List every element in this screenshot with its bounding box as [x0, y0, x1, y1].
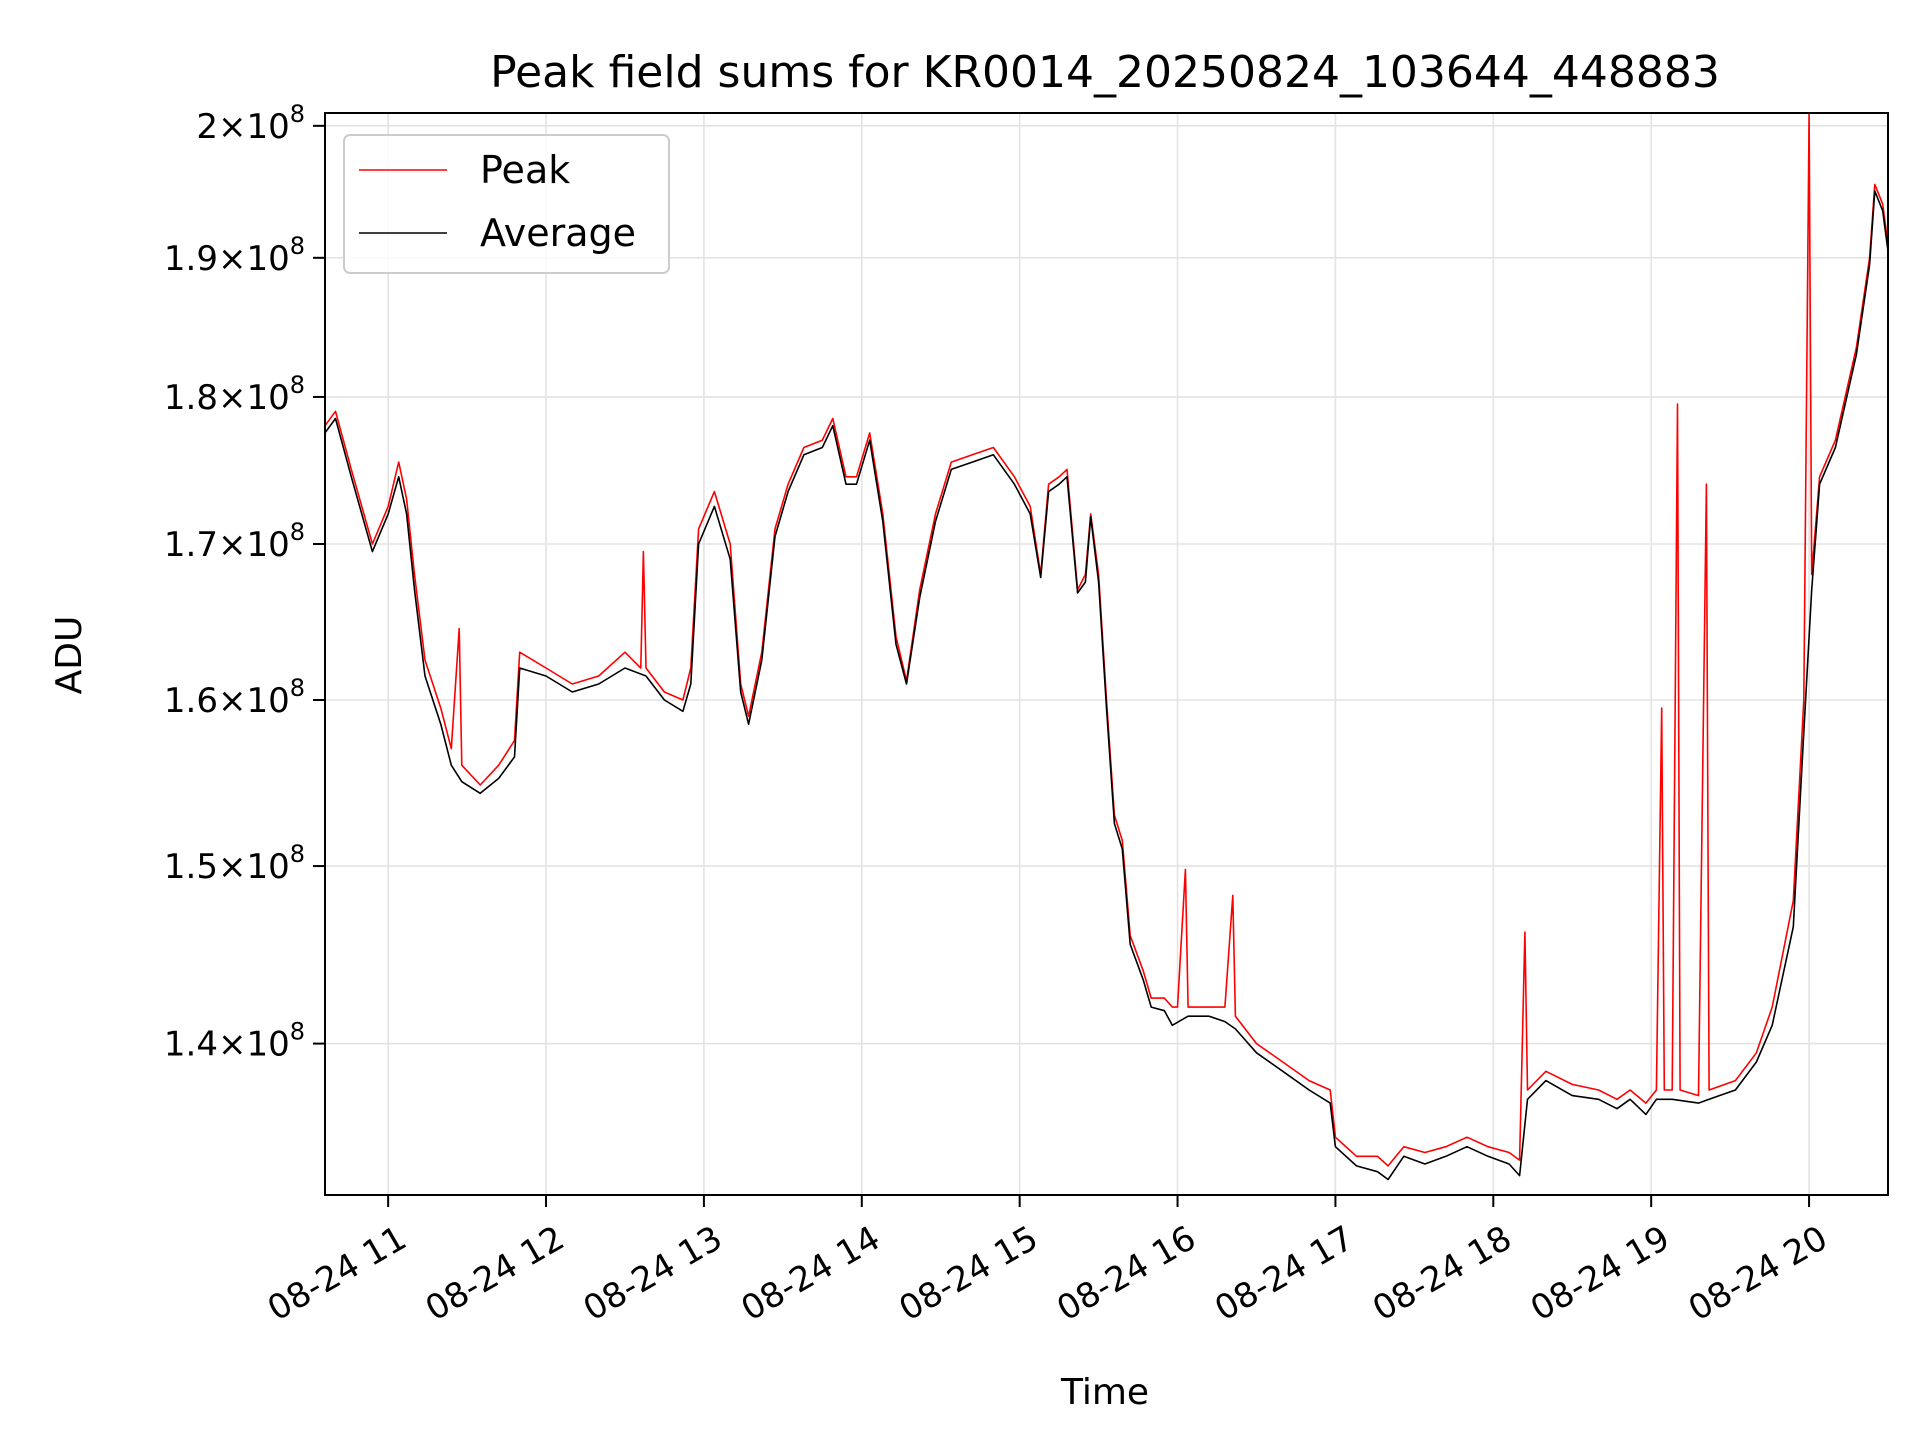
y-tick-base: 10 — [246, 239, 289, 279]
y-tick-times: × — [218, 681, 247, 721]
y-tick-exponent: 8 — [290, 232, 305, 260]
y-tick-label: 2×108 — [196, 100, 305, 147]
y-tick-times: × — [218, 378, 247, 418]
y-tick-label: 1.7×108 — [164, 518, 305, 565]
y-tick-exponent: 8 — [290, 518, 305, 546]
series-layer — [325, 113, 1888, 1181]
y-tick-mantissa: 1.9 — [164, 239, 218, 279]
y-tick-label: 1.6×108 — [164, 674, 305, 721]
y-tick-times: × — [218, 525, 247, 565]
y-tick-base: 10 — [246, 681, 289, 721]
y-tick-times: × — [218, 239, 247, 279]
y-tick-exponent: 8 — [290, 100, 305, 128]
y-tick-mantissa: 1.8 — [164, 378, 218, 418]
y-tick-label: 1.8×108 — [164, 371, 305, 418]
plot-frame — [324, 112, 1889, 1196]
y-tick-label: 1.9×108 — [164, 232, 305, 279]
y-tick-exponent: 8 — [290, 1018, 305, 1046]
y-tick-times: × — [218, 1025, 247, 1065]
y-axis-label: ADU — [49, 616, 90, 695]
y-tick-exponent: 8 — [290, 674, 305, 702]
x-axis-label: Time — [1060, 1372, 1149, 1413]
y-tick-base: 10 — [246, 107, 289, 147]
y-tick-mantissa: 1.6 — [164, 681, 218, 721]
y-tick-mantissa: 1.4 — [164, 1025, 218, 1065]
y-tick-base: 10 — [246, 847, 289, 887]
y-tick-label: 1.5×108 — [164, 840, 305, 887]
y-tick-times: × — [218, 107, 247, 147]
y-tick-base: 10 — [246, 525, 289, 565]
y-tick-mantissa: 2 — [196, 107, 218, 147]
y-tick-exponent: 8 — [290, 840, 305, 868]
series-line-average — [325, 190, 1888, 1181]
y-tick-exponent: 8 — [290, 371, 305, 399]
y-tick-base: 10 — [246, 1025, 289, 1065]
legend-label-average: Average — [480, 211, 636, 255]
y-tick-mantissa: 1.5 — [164, 847, 218, 887]
y-tick-base: 10 — [246, 378, 289, 418]
y-axis: 1.4×1081.5×1081.6×1081.7×1081.8×1081.9×1… — [164, 100, 325, 1065]
y-tick-times: × — [218, 847, 247, 887]
legend-label-peak: Peak — [480, 148, 570, 192]
y-tick-mantissa: 1.7 — [164, 525, 218, 565]
y-tick-label: 1.4×108 — [164, 1018, 305, 1065]
legend: Peak Average — [343, 134, 670, 274]
chart-title: Peak field sums for KR0014_20250824_1036… — [490, 47, 1720, 98]
